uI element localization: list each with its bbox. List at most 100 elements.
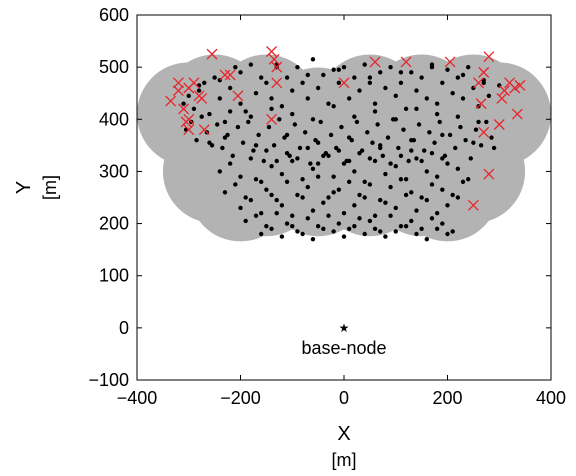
base-node-marker: ★ [339, 321, 350, 335]
sensor-node-point [460, 72, 466, 78]
sensor-node-point [259, 231, 264, 237]
sensor-node-point [434, 210, 440, 216]
sensor-node-point [331, 190, 336, 195]
failed-node-marker [219, 69, 231, 81]
sensor-node-point [429, 150, 435, 156]
sensor-node-point [290, 88, 295, 93]
sensor-node-point [424, 96, 429, 101]
failed-node-marker [514, 79, 526, 91]
sensor-node-point [215, 122, 220, 127]
sensor-node-point [290, 111, 295, 117]
sensor-node-point [471, 140, 476, 145]
sensor-node-point [310, 166, 316, 172]
failed-node-marker [172, 77, 184, 89]
sensor-node-point [248, 156, 254, 161]
sensor-node-point [259, 179, 264, 185]
failed-node-marker [224, 69, 236, 81]
sensor-node-point [284, 132, 290, 138]
sensor-node-point [290, 158, 295, 164]
sensor-node-point [233, 64, 238, 70]
sensor-node-point [274, 158, 279, 164]
sensor-node-point [372, 109, 378, 114]
failed-node-marker [183, 113, 195, 125]
sensor-node-point [326, 195, 331, 200]
sensor-node-point [372, 213, 378, 218]
y-tick-label: 0 [119, 318, 129, 338]
sensor-node-point [489, 135, 494, 140]
sensor-node-point [484, 119, 489, 125]
sensor-node-point [279, 171, 285, 177]
sensor-node-point [207, 111, 212, 117]
sensor-node-point [310, 237, 316, 242]
sensor-node-point [341, 234, 347, 239]
sensor-node-point [321, 72, 326, 78]
sensor-node-point [336, 80, 342, 85]
failed-node-marker [271, 61, 283, 73]
failed-layer [165, 46, 526, 211]
sensor-node-point [295, 64, 300, 70]
sensor-node-point [445, 161, 450, 166]
sensor-node-point [346, 179, 352, 185]
sensor-node-point [393, 229, 398, 234]
sensor-node-point [339, 124, 344, 130]
sensor-node-point [261, 158, 266, 164]
sensor-node-point [393, 117, 398, 122]
sensor-node-point [284, 150, 290, 156]
sensor-node-point [310, 208, 316, 213]
sensor-node-point [222, 119, 228, 125]
sensor-node-point [385, 135, 391, 140]
sensor-node-point [295, 192, 300, 198]
sensor-node-point [352, 75, 357, 80]
sensor-node-point [284, 221, 290, 226]
sensor-node-point [290, 223, 295, 229]
failed-node-marker [478, 66, 490, 78]
sensor-node-point [251, 148, 256, 153]
sensor-node-point [321, 226, 326, 231]
sensor-node-point [279, 104, 285, 109]
sensor-node-point [269, 164, 274, 169]
sensor-node-point [393, 164, 398, 169]
sensor-node-point [274, 197, 279, 203]
sensor-node-point [217, 96, 222, 101]
x-tick-label: 0 [339, 388, 349, 408]
sensor-node-point [341, 161, 347, 166]
sensor-node-point [429, 216, 435, 221]
sensor-node-point [222, 190, 228, 195]
failed-node-marker [271, 77, 283, 89]
sensor-node-point [445, 231, 450, 237]
sensor-node-point [235, 124, 241, 130]
sensor-node-point [414, 208, 419, 213]
sensor-node-point [240, 140, 246, 145]
y-axis-unit: [m] [40, 175, 60, 200]
sensor-node-point [388, 161, 393, 166]
sensor-node-point [398, 177, 404, 182]
x-axis: −400 −200 0 200 400 [117, 15, 566, 408]
sensor-node-point [253, 213, 259, 218]
sensor-node-point [450, 192, 455, 198]
sensor-node-point [398, 80, 404, 85]
sensor-node-point [362, 179, 367, 185]
sensor-node-point [199, 114, 204, 119]
sensor-node-point [326, 101, 331, 106]
sensor-node-point [378, 197, 383, 203]
sensor-node-point [238, 205, 243, 211]
sensor-node-point [432, 140, 437, 145]
sensor-node-point [321, 153, 326, 158]
coverage-circle [395, 137, 500, 242]
sensor-node-point [253, 91, 259, 96]
sensor-node-point [362, 195, 367, 200]
sensor-node-point [269, 192, 274, 198]
failed-node-marker [444, 56, 456, 68]
sensor-node-point [305, 72, 310, 78]
sensor-node-point [393, 93, 398, 99]
sensor-node-point [440, 187, 445, 192]
sensor-node-point [346, 226, 352, 231]
sensor-node-point [328, 132, 334, 138]
sensor-node-point [406, 158, 411, 164]
failed-node-marker [172, 85, 184, 97]
sensor-node-point [274, 210, 279, 216]
sensor-node-point [409, 218, 414, 224]
failed-node-marker [369, 56, 381, 68]
sensor-node-point [266, 124, 272, 130]
